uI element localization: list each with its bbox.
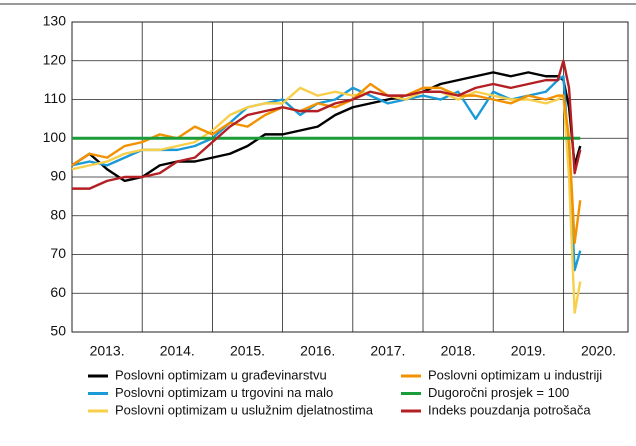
- legend-label: Poslovni optimizam u građevinarstvu: [115, 367, 327, 382]
- y-tick-label: 70: [50, 245, 66, 261]
- legend-label: Poslovni optimizam u industriji: [428, 367, 602, 382]
- y-tick-label: 120: [43, 51, 67, 67]
- y-tick-label: 100: [43, 129, 67, 145]
- y-tick-label: 90: [50, 168, 66, 184]
- y-tick-label: 110: [44, 90, 67, 106]
- x-tick-label: 2019.: [511, 343, 546, 359]
- series-line: [71, 75, 582, 272]
- x-tick-label: 2014.: [160, 343, 195, 359]
- legend-label: Indeks pouzdanja potrošača: [428, 402, 591, 417]
- y-tick-label: 60: [50, 284, 66, 300]
- y-tick-label: 80: [50, 206, 66, 222]
- x-tick-label: 2017.: [370, 343, 405, 359]
- legend-label: Poslovni optimizam u uslužnim djelatnost…: [115, 402, 374, 417]
- y-tick-label: 130: [43, 13, 67, 29]
- series-line: [71, 71, 582, 183]
- legend-label: Dugoročni prosjek = 100: [428, 385, 569, 400]
- x-tick-label: 2016.: [300, 343, 335, 359]
- series-line: [71, 86, 582, 314]
- x-tick-label: 2020.: [581, 343, 616, 359]
- y-tick-label: 50: [50, 323, 66, 339]
- plot-frame: [71, 21, 629, 333]
- x-tick-label: 2013.: [90, 343, 125, 359]
- x-tick-label: 2018.: [441, 343, 476, 359]
- legend-label: Poslovni optimizam u trgovini na malo: [115, 385, 333, 400]
- series-line: [72, 59, 582, 190]
- x-tick-label: 2015.: [230, 343, 265, 359]
